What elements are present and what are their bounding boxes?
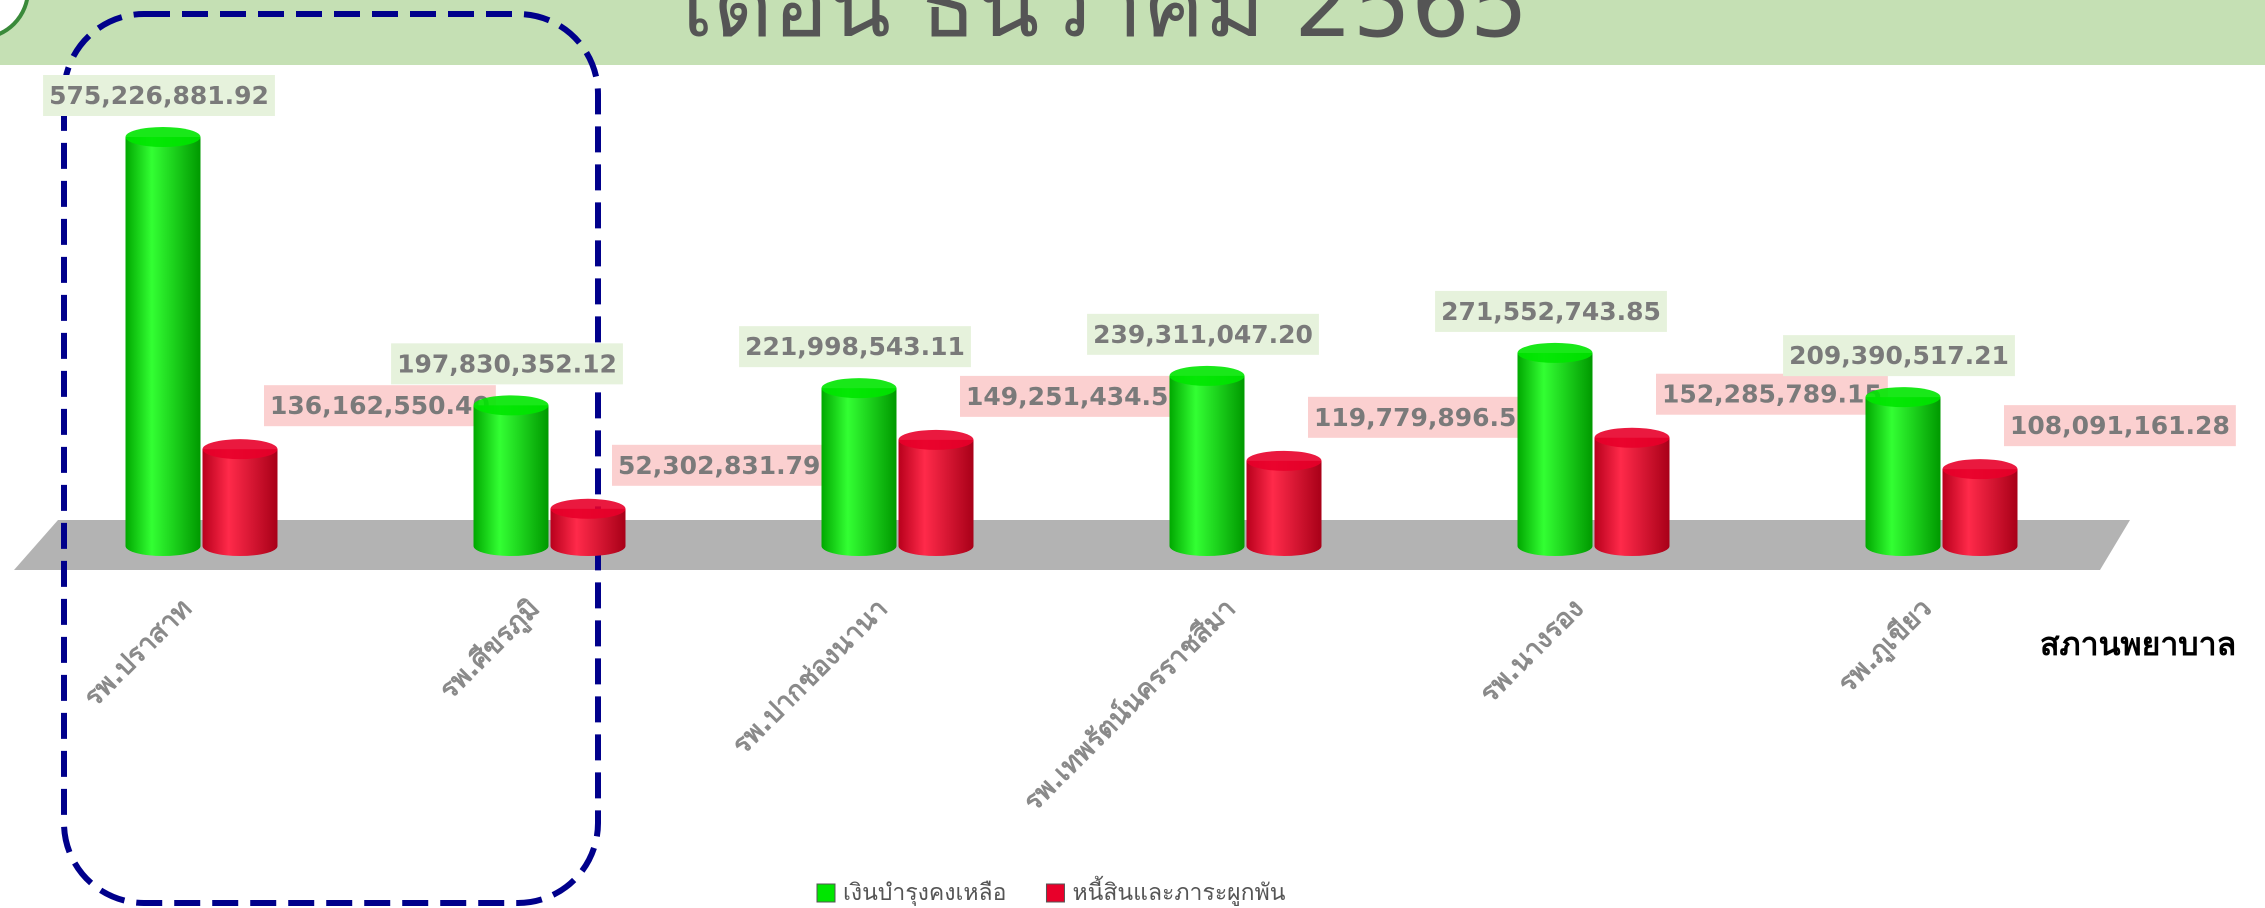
bar (202, 449, 278, 546)
value-label: 52,302,831.79 (618, 451, 820, 480)
bar (1517, 352, 1593, 546)
value-label-bg (1656, 373, 1888, 415)
bar-cap (1517, 342, 1593, 363)
legend-swatch (1045, 883, 1065, 903)
floor (14, 520, 2130, 570)
bar-cap (1942, 459, 2018, 480)
bar (1594, 437, 1670, 546)
bar-cap (1169, 365, 1245, 386)
value-label: 239,311,047.20 (1093, 320, 1313, 349)
bar (1942, 469, 2018, 546)
value-label-bg (391, 343, 623, 385)
bar-cap (898, 429, 974, 450)
value-label: 108,091,161.28 (2010, 411, 2230, 440)
x-tick-label: รพ.ศีขรภูมิ (433, 593, 546, 706)
bar-cap (1594, 427, 1670, 448)
bar (1169, 375, 1245, 546)
bar (1246, 460, 1322, 546)
bar-cap (125, 127, 201, 147)
value-label: 119,779,896.57 (1314, 403, 1534, 432)
value-label: 271,552,743.85 (1441, 297, 1661, 326)
bar (125, 137, 201, 546)
logo (0, 0, 29, 36)
value-label: 136,162,550.40 (270, 391, 490, 420)
x-tick-label: รพ.ปากช่องนานา (726, 593, 894, 761)
value-label: 575,226,881.92 (49, 81, 269, 110)
chart-title: เดือน ธันวาคม 2565 (682, 0, 1529, 58)
legend-swatch (816, 883, 836, 903)
value-label-bg (264, 385, 496, 427)
bar-cap (821, 378, 897, 399)
legend-label: เงินบำรุงคงเหลือ (843, 880, 1006, 906)
x-tick-label: รพ.ปราสาท (78, 593, 198, 713)
bar (473, 405, 549, 546)
legend: เงินบำรุงคงเหลือ หนี้สินและภาระผูกพัน (816, 876, 1286, 906)
value-label-bg (1308, 396, 1540, 438)
x-axis-title: สภานพยาบาล (2040, 625, 2236, 663)
value-label-bg (612, 444, 827, 486)
bar (1865, 397, 1941, 546)
value-label-bg (739, 326, 971, 368)
bar-cap (1865, 387, 1941, 408)
value-label: 197,830,352.12 (397, 349, 617, 378)
bar-cap (550, 498, 626, 519)
value-label-bg (43, 75, 275, 116)
x-tick-label: รพ.ภูเขียว (1832, 593, 1939, 700)
value-label: 152,285,789.15 (1662, 380, 1882, 409)
value-label: 209,390,517.21 (1789, 341, 2009, 370)
value-label-bg (2004, 405, 2236, 447)
x-tick-label: รพ.นางรอง (1474, 593, 1590, 709)
value-label-bg (1087, 313, 1319, 355)
x-tick-label: รพ.เทพรัตน์นครราชสีมา (1017, 592, 1242, 817)
value-label-bg (1783, 335, 2015, 377)
value-label-bg (960, 375, 1192, 417)
bar-cap (1246, 450, 1322, 471)
bar (898, 439, 974, 546)
value-label: 221,998,543.11 (745, 332, 965, 361)
highlight-box (61, 11, 601, 906)
value-label: 149,251,434.58 (966, 382, 1186, 411)
bar-cap (202, 439, 278, 460)
legend-label: หนี้สินและภาระผูกพัน (1072, 876, 1285, 906)
value-label-bg (1435, 290, 1667, 332)
header-band (0, 0, 2265, 65)
bar-cap (473, 395, 549, 416)
bar (821, 388, 897, 546)
